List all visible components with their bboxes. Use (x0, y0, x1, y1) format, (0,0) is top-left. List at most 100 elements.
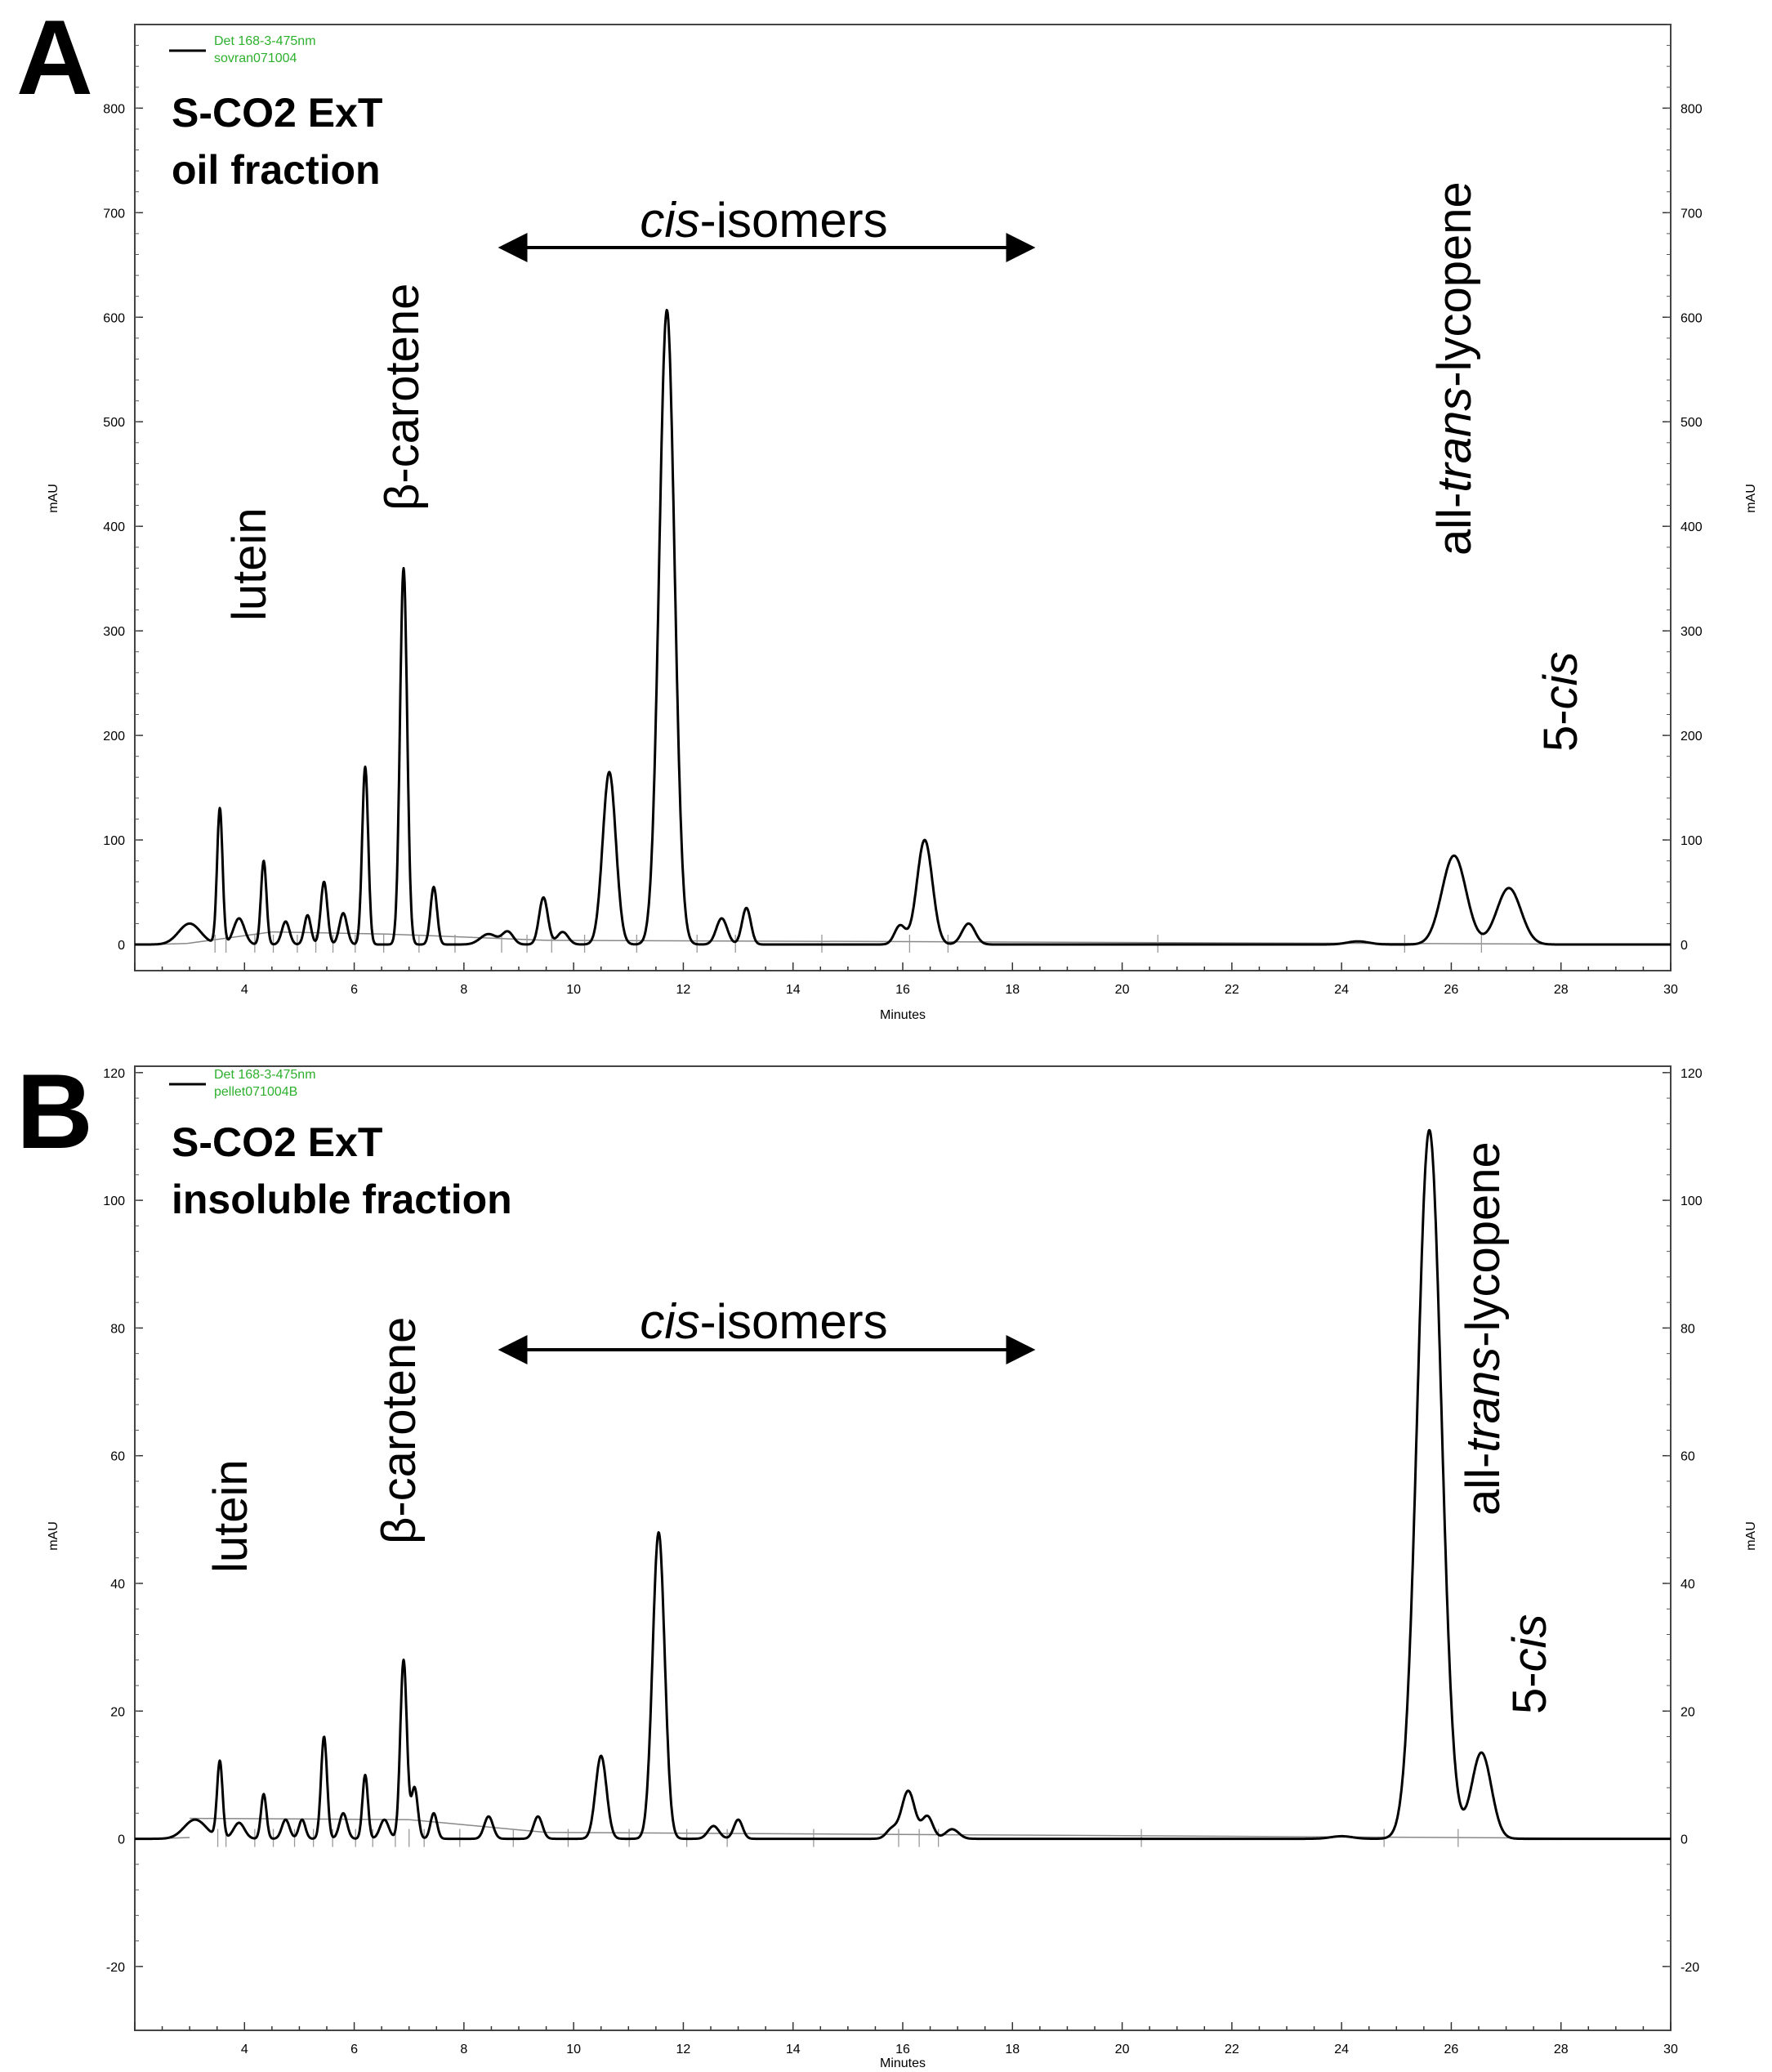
y-axis-label-left-b: mAU (47, 1521, 60, 1551)
y-tick-label-right-b: 80 (1680, 1322, 1695, 1336)
x-tick-label-b: 28 (1554, 2043, 1569, 2056)
x-tick-label-b: 18 (1005, 2043, 1020, 2056)
x-tick-label-a: 12 (676, 983, 691, 997)
y-tick-label-left-a: 200 (103, 730, 125, 744)
y-tick-label-right-a: 300 (1680, 625, 1703, 639)
y-tick-label-right-b: 120 (1680, 1067, 1703, 1081)
peak-label-beta-carotene-a: β-carotene (376, 284, 429, 511)
y-tick-label-left-a: 0 (118, 939, 125, 953)
y-tick-label-right-b: -20 (1680, 1961, 1699, 1975)
x-tick-label-b: 30 (1663, 2043, 1678, 2056)
x-tick-label-b: 8 (460, 2043, 467, 2056)
peak-label-5-cis-b: 5-cis (1503, 1614, 1556, 1714)
y-tick-label-left-a: 600 (103, 311, 125, 325)
y-tick-label-left-b: 120 (103, 1067, 125, 1081)
panel-b: B 4 6 8 10 12 14 16 18 20 22 24 26 28 30-20 -200 020 204… (16, 1052, 1758, 2070)
x-tick-label-a: 22 (1225, 983, 1239, 997)
x-tick-label-b: 26 (1444, 2043, 1459, 2056)
y-tick-label-right-b: 40 (1680, 1578, 1695, 1592)
sample-title-b-line2: insoluble fraction (172, 1177, 512, 1222)
y-tick-label-right-a: 400 (1680, 520, 1703, 534)
y-tick-label-left-b: 0 (118, 1833, 125, 1847)
sample-title-b-line1: S-CO2 ExT (172, 1119, 382, 1165)
y-tick-label-left-b: 100 (103, 1195, 125, 1208)
y-tick-label-right-b: 100 (1680, 1195, 1703, 1208)
y-axis-label-right-a: mAU (1744, 484, 1758, 513)
x-tick-label-b: 22 (1225, 2043, 1239, 2056)
y-tick-label-right-b: 0 (1680, 1833, 1688, 1847)
x-tick-label-a: 6 (350, 983, 358, 997)
cis-isomers-label-b: cis-isomers (640, 1294, 887, 1349)
x-tick-label-a: 20 (1115, 983, 1130, 997)
y-tick-label-left-b: 40 (110, 1578, 125, 1592)
x-tick-label-a: 16 (895, 983, 910, 997)
x-tick-label-a: 26 (1444, 983, 1459, 997)
y-tick-label-left-b: 60 (110, 1450, 125, 1464)
x-tick-label-a: 28 (1554, 983, 1569, 997)
y-tick-label-left-a: 300 (103, 625, 125, 639)
signal-trace-b (134, 1128, 1672, 1841)
y-tick-label-right-a: 700 (1680, 207, 1703, 221)
x-tick-label-b: 12 (676, 2043, 691, 2056)
y-axis-label-right-b: mAU (1744, 1521, 1758, 1551)
x-axis-label-b: Minutes (880, 2056, 926, 2070)
peak-label-lutein-b: lutein (204, 1459, 257, 1573)
legend-file-b: pellet071004B (214, 1085, 297, 1099)
x-tick-label-b: 20 (1115, 2043, 1130, 2056)
x-tick-label-a: 18 (1005, 983, 1020, 997)
panel-letter-a: A (16, 0, 93, 117)
peak-label-all-trans-lycopene-a: all-trans-lycopene (1428, 181, 1481, 556)
legend-detector-b: Det 168-3-475nm (214, 1068, 316, 1082)
x-axis-label-a: Minutes (880, 1008, 926, 1022)
y-tick-label-right-a: 500 (1680, 416, 1703, 430)
x-tick-label-b: 10 (566, 2043, 581, 2056)
x-tick-label-a: 4 (241, 983, 248, 997)
legend-file-a: sovran071004 (214, 51, 297, 65)
y-tick-label-right-a: 0 (1680, 939, 1688, 953)
y-tick-label-right-a: 100 (1680, 834, 1703, 848)
x-tick-label-a: 24 (1334, 983, 1349, 997)
x-tick-label-a: 10 (566, 983, 581, 997)
y-axis-label-left-a: mAU (47, 484, 60, 513)
y-tick-label-left-a: 500 (103, 416, 125, 430)
x-tick-label-b: 24 (1334, 2043, 1349, 2056)
x-tick-label-b: 6 (350, 2043, 358, 2056)
legend-detector-a: Det 168-3-475nm (214, 34, 316, 48)
y-tick-label-right-a: 600 (1680, 311, 1703, 325)
axes-b: 4 6 8 10 12 14 16 18 20 22 24 26 28 30 -20 -20 0 0 20 20 40 4… (103, 1067, 1703, 2056)
x-tick-label-b: 14 (786, 2043, 801, 2056)
y-tick-label-right-a: 200 (1680, 730, 1703, 744)
chromatogram-a (134, 309, 1672, 953)
x-tick-label-a: 8 (460, 983, 467, 997)
signal-trace-a (134, 309, 1672, 946)
y-tick-label-right-a: 800 (1680, 102, 1703, 116)
x-tick-label-a: 30 (1663, 983, 1678, 997)
sample-title-a-line1: S-CO2 ExT (172, 90, 382, 136)
sample-title-a-line2: oil fraction (172, 147, 381, 193)
y-tick-label-left-a: 100 (103, 834, 125, 848)
peak-label-all-trans-lycopene-b: all-trans-lycopene (1457, 1141, 1510, 1516)
x-tick-label-b: 4 (241, 2043, 248, 2056)
y-tick-label-right-b: 20 (1680, 1705, 1695, 1719)
peak-label-5-cis-a: 5-cis (1534, 652, 1587, 752)
y-tick-label-left-b: -20 (106, 1961, 125, 1975)
integration-baseline-b (546, 1831, 1672, 1840)
chromatogram-b (134, 1128, 1672, 1847)
y-tick-label-left-b: 20 (110, 1705, 125, 1719)
x-tick-label-b: 16 (895, 2043, 910, 2056)
peak-label-beta-carotene-b: β-carotene (373, 1317, 426, 1544)
x-tick-label-a: 14 (786, 983, 801, 997)
y-tick-label-left-b: 80 (110, 1322, 125, 1336)
panel-letter-b: B (16, 1052, 93, 1171)
y-tick-label-left-a: 400 (103, 520, 125, 534)
peak-label-lutein-a: lutein (223, 507, 276, 621)
y-tick-label-left-a: 700 (103, 207, 125, 221)
y-tick-label-right-b: 60 (1680, 1450, 1695, 1464)
integration-baseline-a (386, 933, 547, 941)
cis-isomers-label-a: cis-isomers (640, 193, 887, 248)
integration-baseline-b (190, 1817, 409, 1820)
y-tick-label-left-a: 800 (103, 102, 125, 116)
